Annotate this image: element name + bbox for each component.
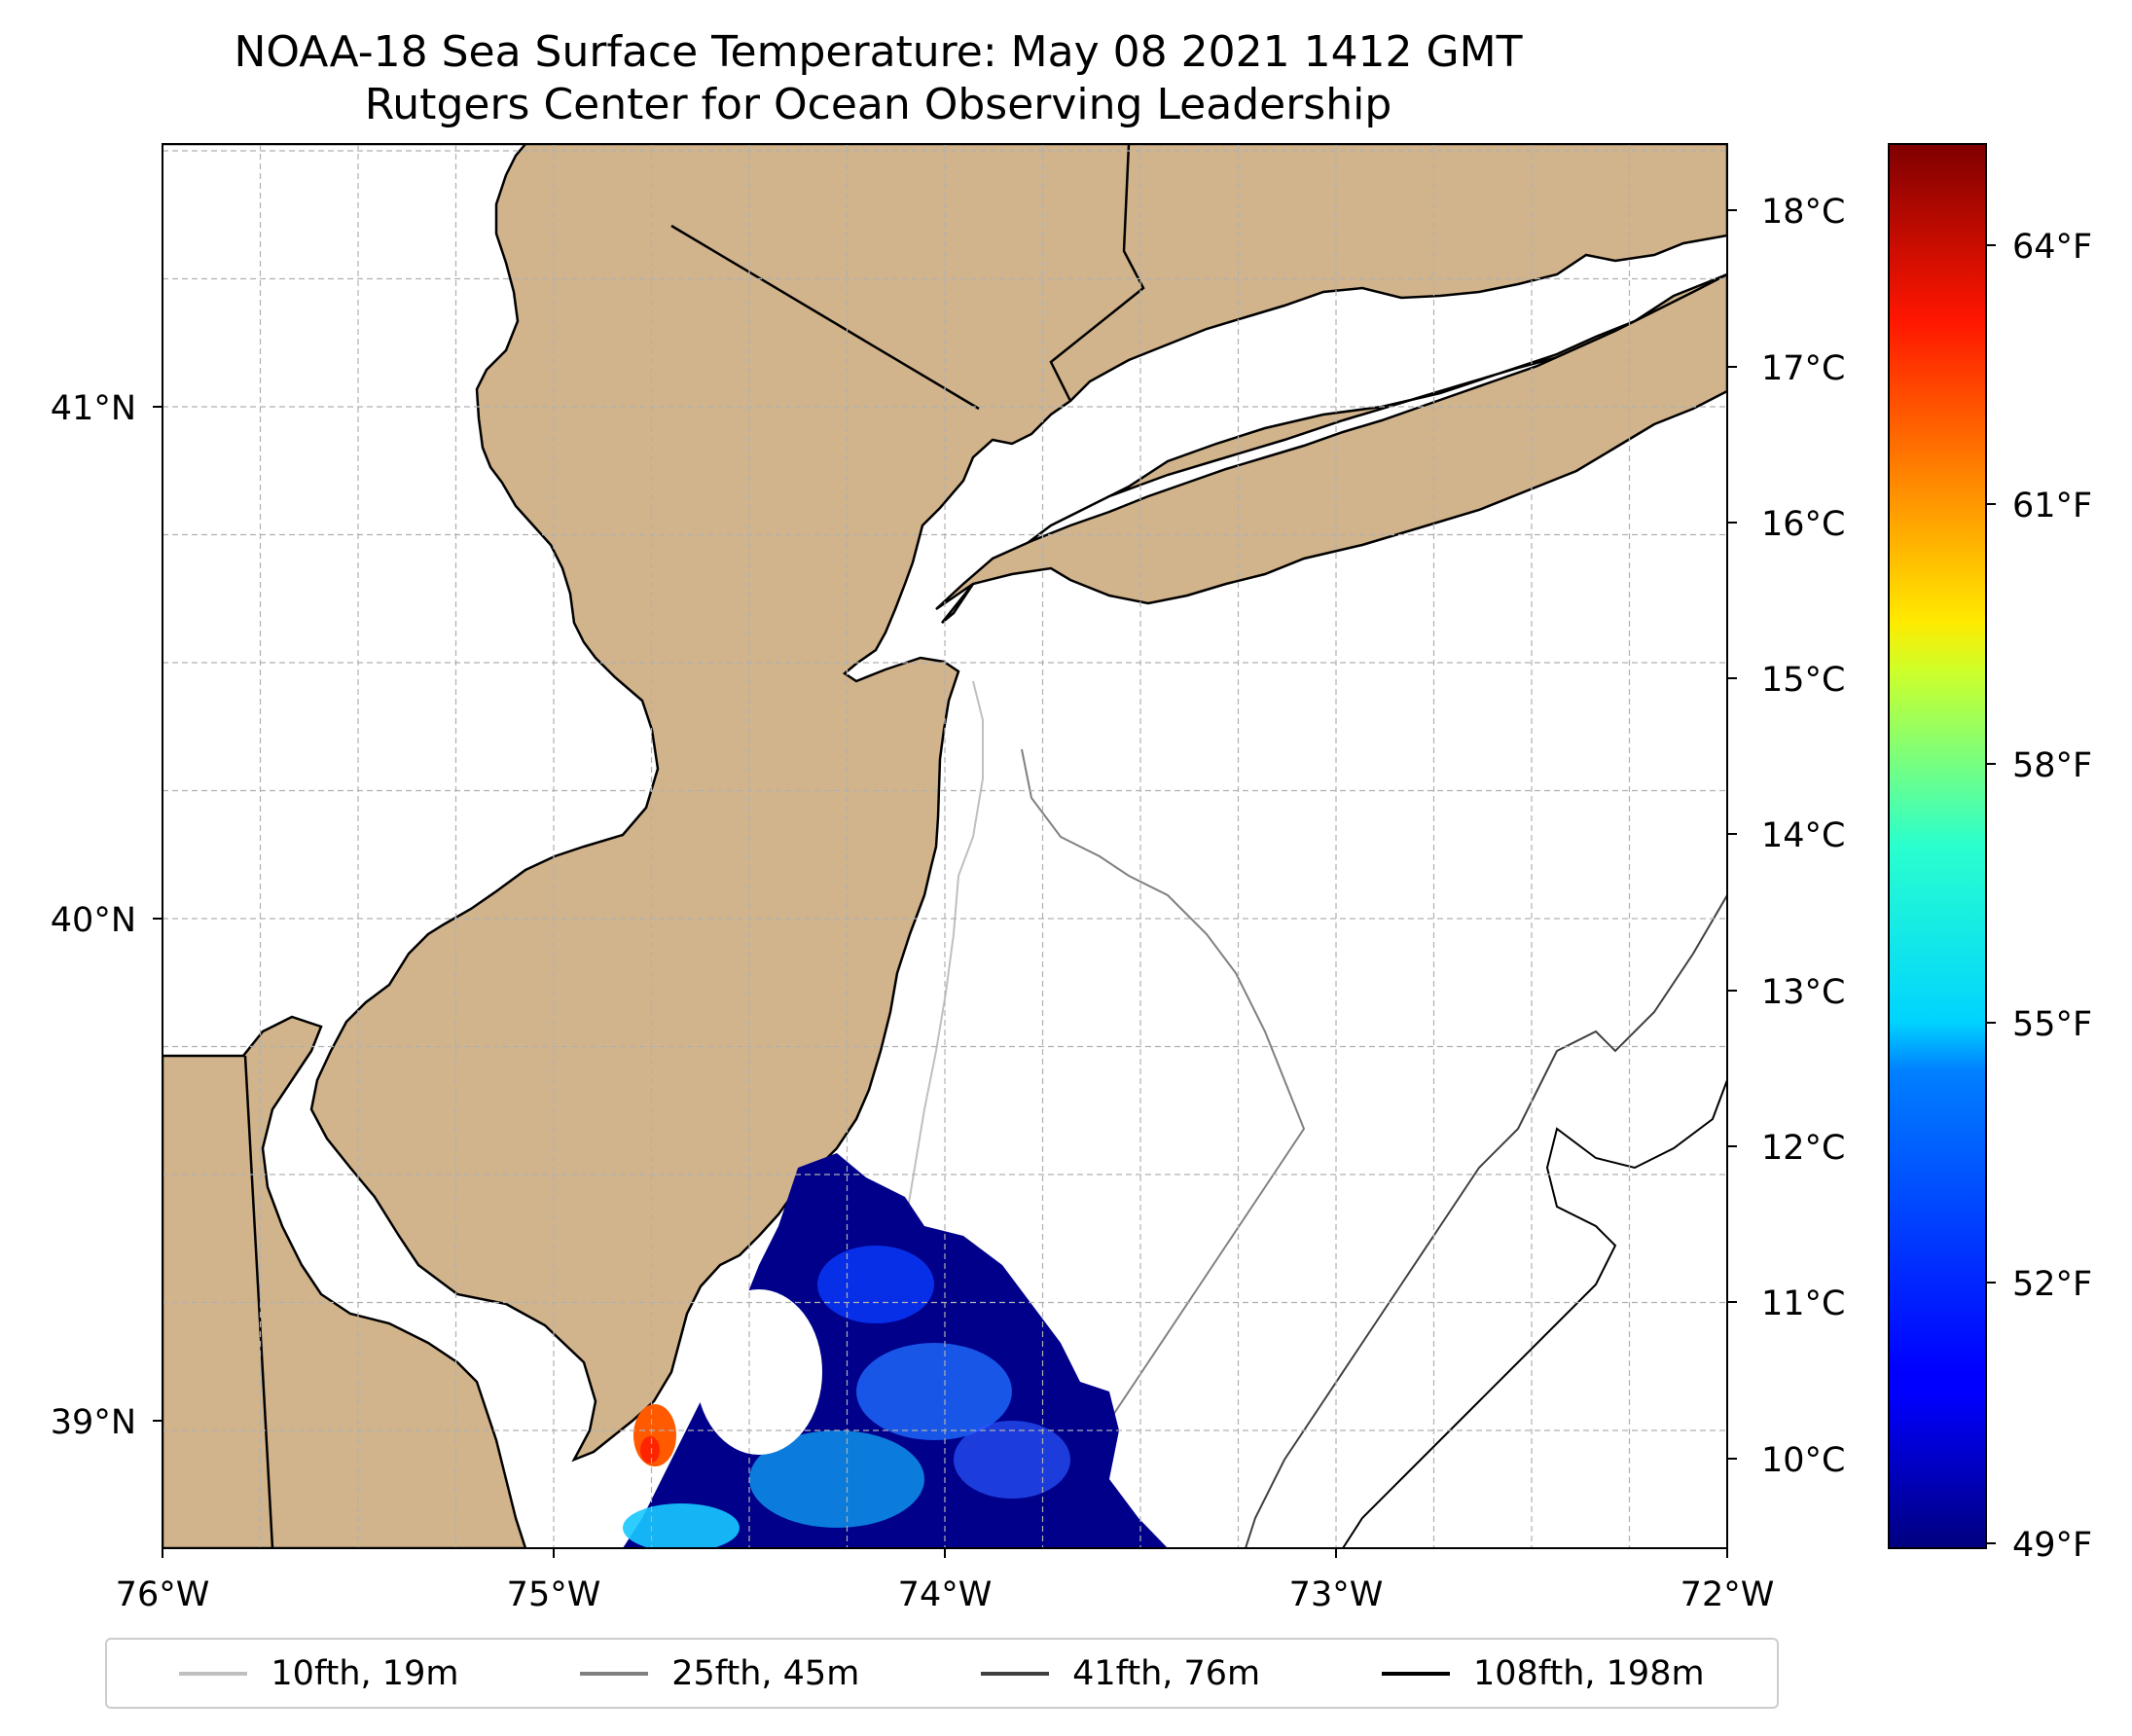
legend-label: 25fth, 45m [671,1653,860,1693]
state-border-ny-nj [670,224,980,411]
legend-item-25fth: 25fth, 45m [580,1654,859,1693]
legend-label: 10fth, 19m [271,1653,459,1693]
legend-swatch [1381,1671,1450,1676]
fahrenheit-tick-label: 52°F [2012,1265,2092,1304]
fahrenheit-tick-label: 49°F [2012,1526,2092,1565]
map-title: NOAA-18 Sea Surface Temperature: May 08 … [234,27,1523,77]
contour-25fth [1021,748,1306,1548]
colorbar [1888,143,1987,1549]
celsius-tick-label: 12°C [1761,1129,1845,1168]
fahrenheit-tick-label: 55°F [2012,1005,2092,1044]
map-subtitle: Rutgers Center for Ocean Observing Leade… [364,80,1392,129]
celsius-tick-label: 10°C [1761,1441,1845,1480]
legend-label: 41fth, 76m [1072,1653,1261,1693]
fahrenheit-axis: 64°F 61°F 58°F 55°F 52°F 49°F [1986,228,2092,1565]
y-tick-label: 40°N [51,901,136,940]
celsius-axis: 18°C 17°C 16°C 15°C 14°C 13°C 12°C 11°C … [1727,193,1845,1480]
grid-lines [163,144,1727,1548]
fahrenheit-tick-label: 61°F [2012,487,2092,525]
y-axis: 39°N 40°N 41°N [51,389,163,1442]
celsius-tick-label: 14°C [1761,816,1845,855]
x-tick-label: 72°W [1680,1575,1775,1614]
y-tick-label: 39°N [51,1403,136,1442]
legend-item-108fth: 108fth, 198m [1381,1653,1705,1693]
legend-item-41fth: 41fth, 76m [981,1654,1260,1693]
x-tick-label: 74°W [898,1575,993,1614]
state-border-ny-ct [1049,144,1145,402]
contour-108fth [1342,1079,1727,1548]
celsius-tick-label: 17°C [1761,349,1845,388]
legend-swatch [179,1671,248,1676]
x-tick-label: 73°W [1289,1575,1384,1614]
legend-swatch [981,1671,1050,1676]
celsius-tick-label: 16°C [1761,505,1845,544]
land-long-island-body [935,272,1727,611]
celsius-tick-label: 13°C [1761,973,1845,1012]
x-axis: 76°W 75°W 74°W 73°W 72°W [116,1548,1775,1614]
land-delaware [163,1015,527,1548]
fahrenheit-tick-label: 64°F [2012,228,2092,267]
legend-swatch [580,1671,649,1676]
x-tick-label: 76°W [116,1575,210,1614]
y-tick-label: 41°N [51,389,136,428]
state-border-de-md [243,1055,274,1548]
contour-legend: 10fth, 19m 25fth, 45m 41fth, 76m 108fth,… [105,1638,1779,1709]
x-tick-label: 75°W [507,1575,601,1614]
legend-label: 108fth, 198m [1472,1653,1705,1693]
celsius-tick-label: 11°C [1761,1284,1845,1323]
celsius-tick-label: 15°C [1761,661,1845,700]
celsius-tick-label: 18°C [1761,193,1845,232]
legend-item-10fth: 10fth, 19m [179,1654,458,1693]
fahrenheit-tick-label: 58°F [2012,746,2092,785]
